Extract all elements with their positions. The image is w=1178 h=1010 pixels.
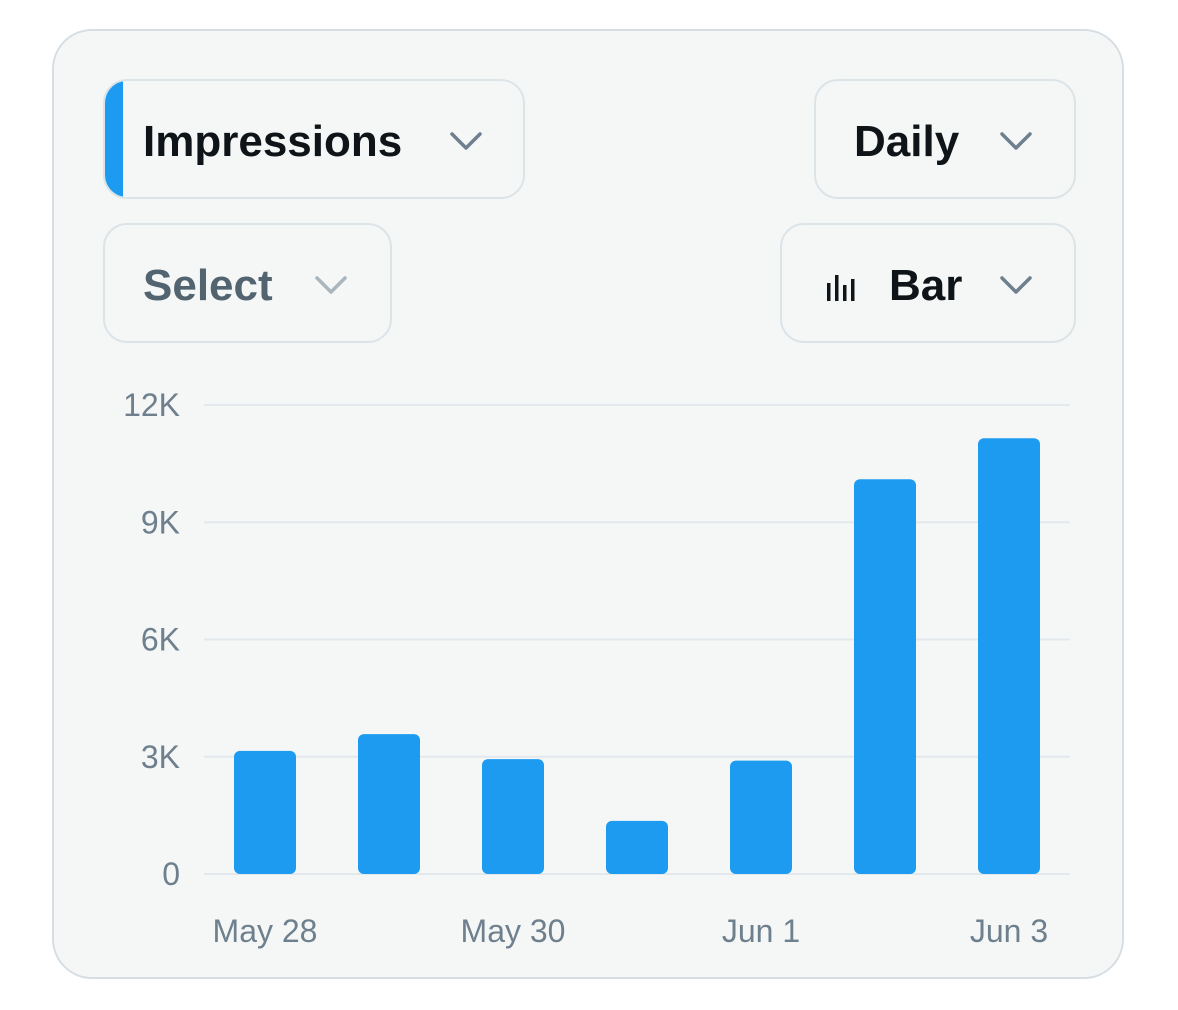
x-tick-label: May 28	[213, 913, 318, 949]
bar-jun-2[interactable]	[854, 479, 916, 874]
bar-may-31[interactable]	[606, 820, 668, 874]
chevron-down-icon	[315, 276, 347, 294]
bar-chart-icon	[827, 275, 855, 301]
period-dropdown[interactable]: Daily	[814, 79, 1076, 199]
y-tick-label: 6K	[141, 622, 180, 658]
period-dropdown-label: Daily	[854, 117, 960, 166]
y-tick-label: 3K	[141, 739, 180, 775]
y-tick-label: 0	[162, 856, 180, 892]
bar-may-30[interactable]	[482, 759, 544, 874]
chevron-down-icon	[450, 132, 482, 150]
bar-jun-3[interactable]	[978, 438, 1040, 874]
bar-may-29[interactable]	[358, 734, 420, 874]
bar-may-28[interactable]	[234, 750, 296, 874]
bar-jun-1[interactable]	[730, 760, 792, 874]
compare-dropdown[interactable]: Select	[103, 223, 392, 343]
x-tick-label: Jun 1	[722, 913, 800, 949]
metric-dropdown[interactable]: Impressions	[103, 79, 525, 199]
chevron-down-icon	[1000, 132, 1032, 150]
x-tick-label: Jun 3	[970, 913, 1048, 949]
y-tick-label: 12K	[123, 387, 180, 423]
chevron-down-icon	[1000, 276, 1032, 294]
y-tick-label: 9K	[141, 504, 180, 540]
metric-accent-bar	[105, 81, 123, 197]
chart-type-dropdown[interactable]: Bar	[780, 223, 1076, 343]
x-tick-label: May 30	[461, 913, 566, 949]
compare-dropdown-label: Select	[143, 261, 273, 310]
chart-type-dropdown-label: Bar	[889, 261, 963, 310]
metric-dropdown-label: Impressions	[143, 117, 403, 166]
